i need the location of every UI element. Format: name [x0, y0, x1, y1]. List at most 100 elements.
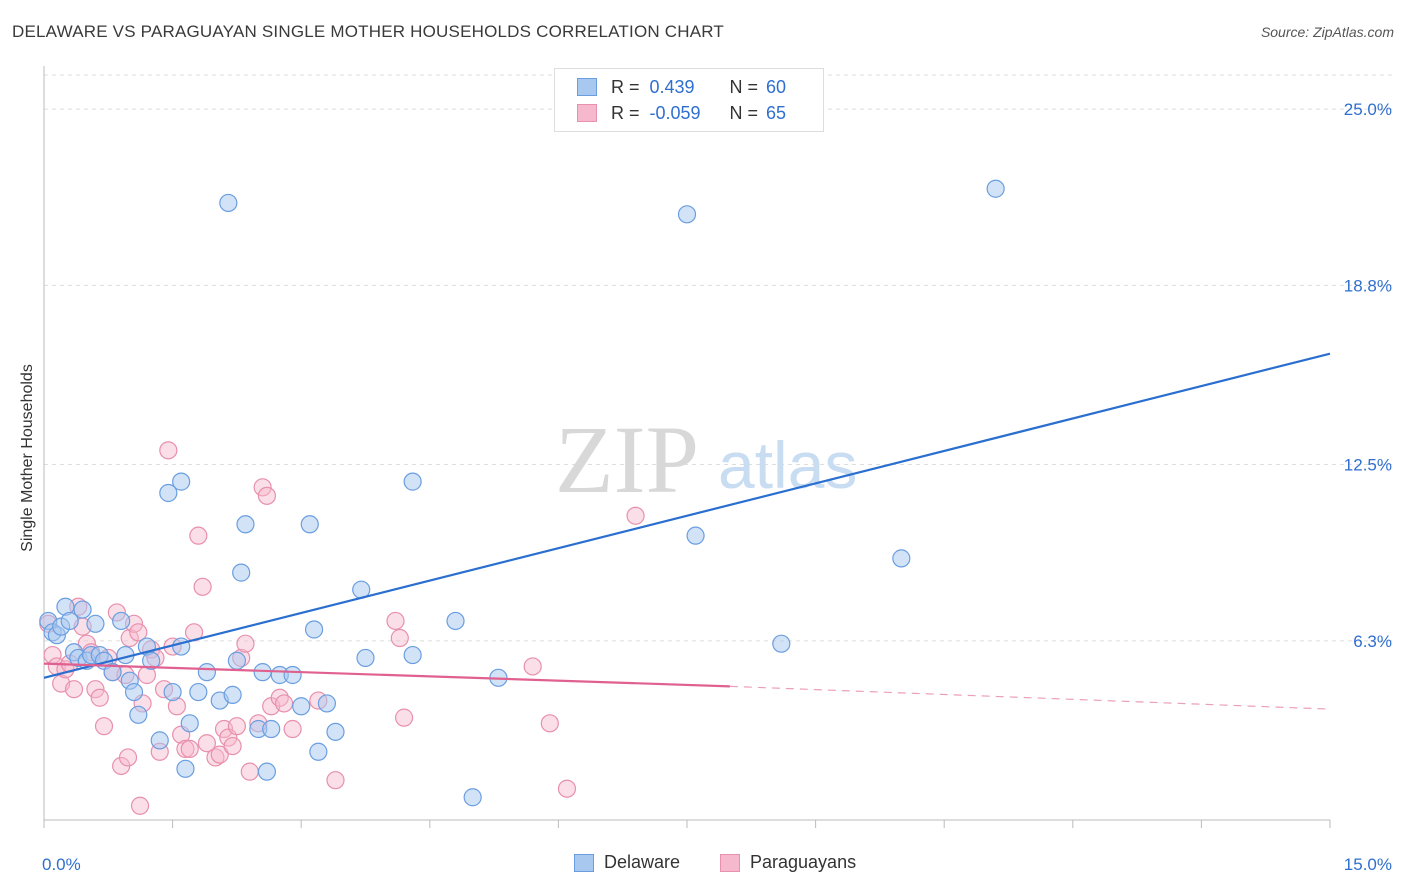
delaware-point: [283, 665, 302, 685]
delaware-point: [300, 515, 319, 534]
paraguayan-point: [626, 506, 645, 525]
legend-r-value: -0.059: [649, 102, 701, 123]
paraguayan-point: [90, 688, 109, 707]
paraguayan-point: [386, 611, 405, 631]
delaware-point: [446, 611, 465, 631]
chart-title: DELAWARE VS PARAGUAYAN SINGLE MOTHER HOU…: [12, 22, 725, 41]
delaware-point: [304, 620, 324, 639]
paraguayan-point: [240, 762, 259, 781]
delaware-point: [317, 694, 337, 713]
watermark-zip: ZIP: [555, 406, 699, 513]
y-tick-label: 25.0%: [1344, 100, 1392, 119]
paraguayan-point: [64, 680, 84, 699]
legend-r-label: R =: [611, 102, 640, 123]
correlation-legend: R = 0.439 N = 60 R = -0.059 N = 65: [554, 68, 824, 132]
legend-label-paraguayans: Paraguayans: [750, 852, 857, 872]
y-tick-label: 6.3%: [1353, 632, 1392, 651]
paraguayan-point: [189, 526, 208, 545]
delaware-point: [86, 614, 105, 633]
paraguayan-point: [130, 796, 150, 815]
paraguayan-point: [227, 717, 246, 736]
y-axis-label-wrap: Single Mother Households: [8, 0, 48, 892]
paraguayan-point: [540, 714, 559, 733]
delaware-point: [159, 483, 178, 503]
delaware-swatch: [574, 853, 594, 872]
paraguayan-point: [210, 745, 229, 764]
delaware-point: [772, 634, 791, 653]
paraguayan-trend-extension: [729, 685, 1331, 710]
delaware-point: [172, 637, 191, 656]
legend-n-label: N =: [729, 76, 759, 97]
paraguayan-point: [193, 577, 212, 596]
delaware-point: [219, 193, 238, 213]
x-tick-label: 0.0%: [42, 855, 81, 874]
delaware-point: [223, 685, 242, 704]
delaware-point: [103, 663, 122, 682]
delaware-point: [150, 731, 169, 750]
paraguayans-swatch: [577, 104, 597, 122]
legend-r-value: 0.439: [649, 76, 695, 97]
delaware-point: [892, 549, 911, 568]
paraguayan-point: [257, 486, 277, 505]
delaware-point: [163, 682, 182, 702]
delaware-points: [39, 179, 1005, 807]
delaware-point: [677, 205, 697, 224]
delaware-point: [129, 705, 148, 724]
paraguayan-point: [176, 739, 195, 759]
delaware-point: [403, 472, 422, 491]
y-tick-label: 12.5%: [1344, 456, 1392, 475]
delaware-point: [124, 682, 144, 702]
delaware-point: [262, 719, 281, 739]
gridlines: [44, 74, 1392, 642]
legend-n-label: N =: [729, 102, 759, 123]
paraguayan-point: [326, 771, 345, 790]
delaware-point: [197, 663, 216, 682]
delaware-point: [112, 611, 131, 631]
delaware-point: [232, 563, 251, 582]
paraguayan-trend-line: [43, 662, 730, 688]
paraguayan-point: [86, 680, 105, 699]
tick-labels: 6.3% 12.5% 18.8% 25.0% 0.0% 15.0%: [42, 100, 1392, 874]
delaware-point: [292, 697, 311, 716]
delaware-point: [236, 515, 255, 534]
legend-item-paraguayans[interactable]: Paraguayans: [720, 852, 856, 873]
paraguayans-swatch: [720, 853, 740, 872]
paraguayan-point: [390, 628, 409, 648]
paraguayan-point: [223, 736, 242, 756]
delaware-point: [309, 742, 328, 761]
paraguayan-point: [557, 779, 577, 798]
source-label: Source: ZipAtlas.com: [1260, 24, 1394, 40]
delaware-point: [463, 788, 482, 807]
legend-label-delaware: Delaware: [604, 852, 681, 872]
paraguayan-point: [523, 657, 542, 676]
delaware-point: [227, 651, 246, 670]
paraguayan-point: [180, 739, 199, 759]
y-tick-label: 18.8%: [1344, 276, 1392, 295]
paraguayan-point: [94, 717, 114, 736]
delaware-point: [73, 600, 92, 619]
trend-lines: [43, 352, 1331, 710]
delaware-point: [142, 651, 161, 670]
y-axis-label: Single Mother Households: [19, 364, 36, 552]
delaware-point: [326, 722, 345, 741]
series-legend: Delaware Paraguayans: [0, 852, 1406, 876]
legend-row-delaware: R = 0.439 N = 60: [577, 76, 786, 98]
delaware-point: [257, 762, 277, 781]
paraguayan-point: [394, 708, 414, 727]
delaware-point: [986, 179, 1005, 198]
paraguayan-points: [39, 441, 645, 815]
paraguayan-point: [129, 623, 148, 642]
legend-r-label: R =: [611, 76, 640, 97]
paraguayan-point: [283, 719, 302, 739]
delaware-point: [403, 645, 422, 665]
delaware-trend-line: [43, 352, 1331, 679]
x-tick-label: 15.0%: [1344, 855, 1392, 874]
delaware-point: [60, 611, 79, 631]
paraguayan-point: [118, 748, 138, 767]
legend-item-delaware[interactable]: Delaware: [574, 852, 680, 873]
legend-row-paraguayans: R = -0.059 N = 65: [577, 102, 786, 124]
paraguayan-point: [197, 734, 216, 753]
paraguayan-point: [236, 634, 255, 653]
paraguayan-point: [274, 694, 294, 713]
